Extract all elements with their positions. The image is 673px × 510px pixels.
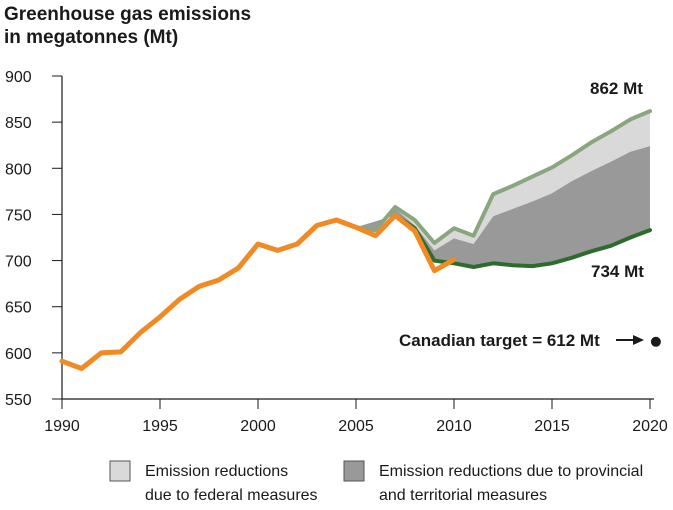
- y-tick-label: 850: [5, 115, 32, 132]
- legend: Emission reductions due to federal measu…: [109, 460, 643, 504]
- legend-swatch-federal: [109, 460, 131, 482]
- x-tick-label: 2005: [338, 418, 374, 435]
- legend-label-provincial-line-2: and territorial measures: [379, 487, 547, 504]
- x-axis-ticks: 1990 1995 2000 2005 2010 2015 2020: [44, 399, 668, 435]
- upper-projection-label: 862 Mt: [590, 79, 643, 98]
- y-tick-label: 600: [5, 346, 32, 363]
- y-tick-label: 700: [5, 254, 32, 271]
- y-tick-label: 750: [5, 207, 32, 224]
- y-tick-label: 800: [5, 161, 32, 178]
- y-tick-label: 650: [5, 300, 32, 317]
- legend-swatch-provincial: [343, 460, 365, 482]
- legend-label-federal-line-1: Emission reductions: [145, 463, 288, 480]
- y-tick-label: 550: [5, 392, 32, 409]
- target-arrow-icon: [616, 335, 644, 345]
- x-tick-label: 1990: [44, 418, 80, 435]
- legend-label-federal-line-2: due to federal measures: [145, 487, 318, 504]
- x-tick-label: 2020: [632, 418, 668, 435]
- chart-title-line-2: in megatonnes (Mt): [4, 27, 178, 48]
- y-tick-label: 900: [5, 69, 32, 86]
- upper-projection-line: [354, 109, 652, 245]
- chart-title-line-1: Greenhouse gas emissions: [4, 4, 251, 25]
- x-tick-label: 2010: [436, 418, 472, 435]
- y-axis-ticks: 550 600 650 700 750 800 850 900: [5, 69, 62, 409]
- legend-label-provincial-line-1: Emission reductions due to provincial: [379, 463, 643, 480]
- target-label: Canadian target = 612 Mt: [399, 331, 600, 350]
- x-tick-label: 1995: [142, 418, 178, 435]
- x-tick-label: 2015: [534, 418, 570, 435]
- provincial-reduction-area: [356, 146, 650, 267]
- lower-projection-line: [393, 213, 652, 269]
- reduction-areas: [356, 111, 650, 267]
- target-point: [650, 336, 661, 347]
- series-lines: [59, 109, 652, 371]
- x-tick-label: 2000: [240, 418, 276, 435]
- historical-emissions-line: [59, 212, 457, 371]
- axes: [61, 76, 654, 400]
- lower-projection-label: 734 Mt: [591, 262, 644, 281]
